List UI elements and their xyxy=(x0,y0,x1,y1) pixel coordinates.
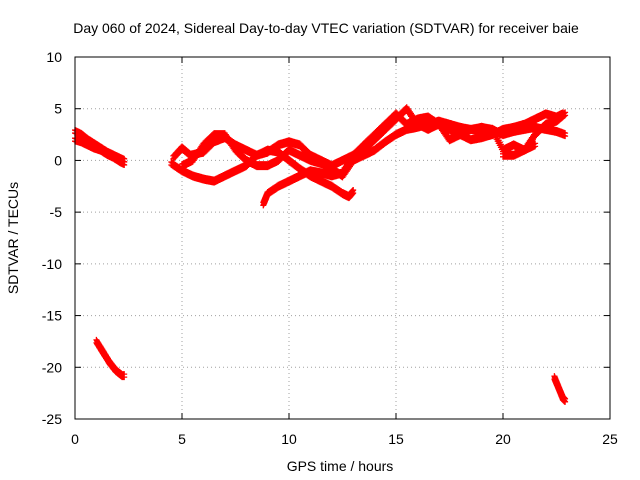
series-track-7 xyxy=(260,109,569,209)
tick-labels: 0 5 10 15 20 25 -25 -20 -15 -10 -5 0 5 10 xyxy=(42,49,618,447)
series-track-8 xyxy=(500,140,539,160)
y-tick-label: 0 xyxy=(54,152,62,168)
series-track-9 xyxy=(551,373,569,405)
x-tick-label: 15 xyxy=(388,431,404,447)
marker-path xyxy=(551,373,569,405)
data-points xyxy=(72,104,569,405)
marker-path xyxy=(93,336,128,381)
series-track-3 xyxy=(93,336,128,381)
y-tick-label: 5 xyxy=(54,101,62,117)
y-tick-label: 10 xyxy=(46,49,62,65)
y-tick-label: -5 xyxy=(50,204,63,220)
marker-path xyxy=(500,140,539,160)
x-axis-label: GPS time / hours xyxy=(287,458,394,474)
y-axis-label: SDTVAR / TECUs xyxy=(5,182,21,294)
marker-path xyxy=(260,109,569,209)
plot-frame xyxy=(74,56,611,420)
y-tick-label: -15 xyxy=(42,308,62,324)
y-tick-label: -25 xyxy=(42,411,62,427)
marker-path xyxy=(72,135,128,168)
y-tick-label: -20 xyxy=(42,359,62,375)
x-tick-label: 25 xyxy=(602,431,618,447)
chart-title: Day 060 of 2024, Sidereal Day-to-day VTE… xyxy=(73,20,579,36)
series-track-2 xyxy=(72,135,128,168)
x-tick-label: 20 xyxy=(495,431,511,447)
grid-lines xyxy=(75,57,610,419)
axis-ticks xyxy=(74,56,611,420)
x-tick-label: 5 xyxy=(178,431,186,447)
y-tick-label: -10 xyxy=(42,256,62,272)
x-tick-label: 0 xyxy=(71,431,79,447)
x-tick-label: 10 xyxy=(281,431,297,447)
